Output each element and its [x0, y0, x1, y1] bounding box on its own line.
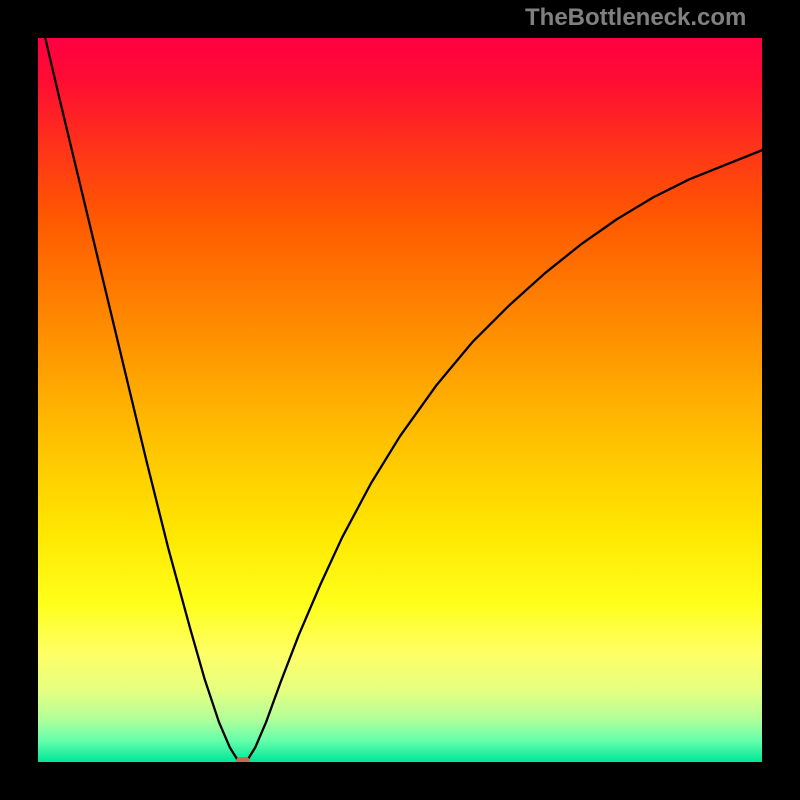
curve-layer	[38, 38, 762, 762]
chart-container: TheBottleneck.com	[0, 0, 800, 800]
min-marker	[236, 757, 249, 762]
watermark-text: TheBottleneck.com	[525, 4, 746, 32]
bottleneck-curve	[45, 38, 762, 762]
plot-area	[38, 38, 762, 762]
